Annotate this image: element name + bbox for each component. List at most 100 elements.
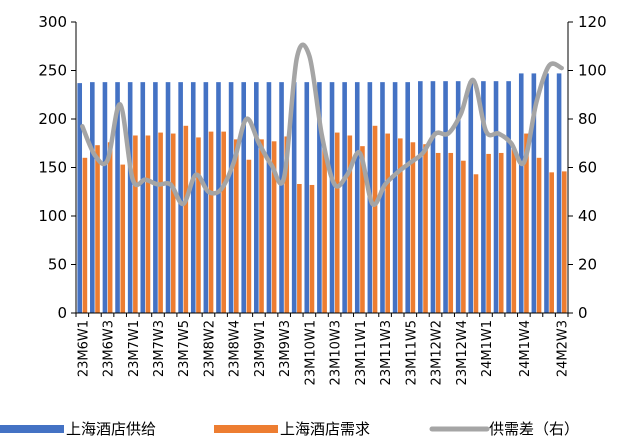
left-tick-label: 250 [38, 62, 67, 80]
right-tick-label: 20 [578, 256, 597, 274]
demand-bar [524, 133, 529, 313]
supply-bar [178, 82, 183, 313]
supply-bar [266, 82, 272, 313]
supply-bar [153, 82, 158, 313]
demand-bar [133, 135, 138, 313]
legend-label: 上海酒店供给 [66, 420, 156, 438]
demand-bar [95, 145, 100, 313]
supply-bar [468, 81, 474, 313]
demand-bar [486, 153, 491, 313]
x-tick-label: 23M7W3 [152, 320, 167, 377]
demand-bar [259, 139, 264, 313]
legend: 上海酒店供给 上海酒店需求 供需差（右） [0, 420, 579, 438]
demand-bar [385, 133, 390, 313]
demand-bar [107, 142, 113, 313]
demand-bar [233, 139, 239, 313]
supply-bar [115, 82, 120, 313]
left-tick-label: 0 [57, 304, 67, 322]
demand-bar [473, 174, 479, 313]
supply-bar [203, 82, 209, 313]
x-tick-label: 24M1W1 [480, 320, 495, 377]
demand-bar [183, 125, 189, 313]
right-tick-label: 60 [578, 159, 597, 177]
supply-bar [77, 83, 83, 313]
supply-bar [304, 82, 310, 313]
axes: 0 50 100 150 200 250 300 0 20 40 60 80 100 120 23M6W1 2… [38, 13, 606, 385]
x-tick-label: 23M11W5 [404, 320, 419, 385]
supply-bar [380, 82, 385, 313]
x-tick-label: 23M10W1 [303, 320, 318, 385]
x-tick-label: 24M2W3 [556, 320, 571, 377]
demand-bar [360, 146, 365, 313]
demand-bar [208, 131, 214, 313]
x-tick-label: 23M11W3 [379, 320, 394, 385]
supply-bar [481, 81, 486, 313]
legend-label: 供需差（右） [489, 420, 579, 438]
demand-bar [246, 159, 252, 313]
demand-bar [271, 141, 277, 313]
supply-bar [518, 73, 524, 313]
demand-bar [196, 137, 201, 313]
demand-bar [322, 149, 327, 313]
demand-bar [435, 152, 441, 313]
demand-bar [297, 183, 302, 313]
x-tick-label: 23M6W3 [102, 320, 117, 377]
supply-bar [317, 82, 322, 313]
demand-bar [170, 133, 176, 313]
demand-bar [423, 144, 428, 313]
supply-bar [455, 81, 461, 313]
supply-bar [443, 81, 448, 313]
supply-bar [228, 82, 234, 313]
demand-bar [397, 138, 403, 313]
demand-bar [309, 184, 315, 313]
x-tick-label: 23M7W5 [177, 320, 192, 377]
x-tick-label: 24M1W4 [518, 320, 533, 377]
x-tick-label: 23M8W4 [228, 320, 243, 377]
demand-bar [221, 131, 226, 313]
demand-bar [410, 142, 416, 313]
supply-bar [90, 82, 95, 313]
demand-bar [334, 132, 340, 313]
supply-bar [190, 82, 196, 313]
right-tick-label: 80 [578, 110, 597, 128]
demand-bar [82, 157, 88, 313]
left-tick-label: 50 [48, 256, 67, 274]
gap-line [80, 42, 564, 208]
x-tick-label: 23M12W4 [455, 320, 470, 385]
supply-bar [506, 81, 511, 313]
supply-bar [127, 82, 133, 313]
supply-bar [531, 73, 537, 313]
x-tick-label: 23M6W1 [76, 320, 91, 377]
supply-bar [279, 82, 284, 313]
supply-bar [329, 82, 335, 313]
supply-bar [140, 82, 146, 313]
supply-bar [354, 82, 360, 313]
plot-area [77, 42, 567, 313]
demand-bar [561, 171, 567, 313]
x-tick-label: 23M9W1 [253, 320, 268, 377]
demand-bar [461, 160, 466, 313]
x-tick-label: 23M9W3 [278, 320, 293, 377]
supply-bar [392, 82, 398, 313]
supply-bar [430, 81, 436, 313]
x-tick-label: 23M11W1 [354, 320, 369, 385]
demand-bar [347, 135, 353, 313]
supply-bar [102, 82, 108, 313]
demand-bar [549, 172, 554, 313]
supply-bar [418, 81, 423, 313]
demand-bar [511, 149, 517, 313]
legend-swatch [0, 425, 64, 433]
right-tick-label: 100 [578, 62, 607, 80]
supply-bar [241, 82, 247, 313]
supply-bar [493, 81, 499, 313]
supply-bar [544, 73, 549, 313]
demand-bar [448, 152, 454, 313]
demand-bar [120, 164, 126, 313]
demand-bar [536, 157, 542, 313]
demand-bar [498, 152, 504, 313]
x-tick-label: 23M10W3 [329, 320, 344, 385]
supply-bar [405, 82, 411, 313]
supply-bar [291, 82, 297, 313]
legend-swatch [214, 425, 278, 433]
